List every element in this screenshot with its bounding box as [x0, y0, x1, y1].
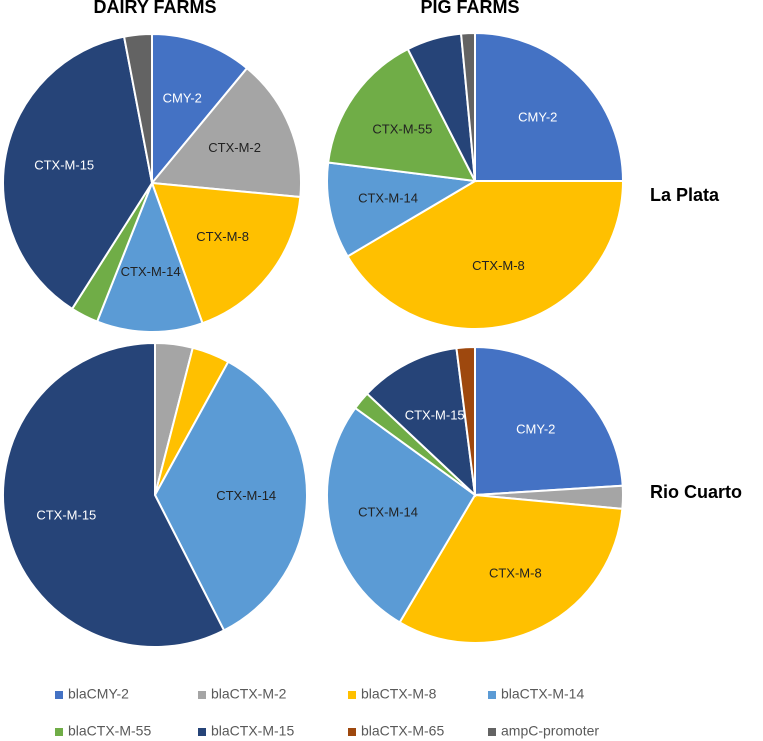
- slice-label: CTX-M-15: [34, 158, 94, 173]
- slice-label: CMY-2: [516, 422, 555, 437]
- row-title: Rio Cuarto: [650, 482, 742, 502]
- pie-slice: [346, 180, 625, 330]
- slice-label: CTX-M-8: [472, 258, 525, 273]
- pie: CMY-2 CTX-M-8 CTX-M-14 CTX-M-55: [326, 31, 625, 330]
- slice-label: CTX-M-2: [208, 140, 261, 155]
- pie-slice: [326, 406, 477, 624]
- legend-swatch: [198, 728, 206, 736]
- slice-label: CMY-2: [518, 110, 557, 125]
- legend-label: blaCMY-2: [68, 686, 129, 702]
- pie-slice: [327, 47, 477, 183]
- legend-label: blaCTX-M-55: [68, 723, 151, 739]
- row-title: La Plata: [650, 185, 720, 205]
- pie-slice: [398, 493, 624, 644]
- slice-label: CTX-M-14: [358, 190, 418, 205]
- slice-label: CTX-M-8: [489, 566, 542, 581]
- pie: CTX-M-14 CTX-M-15: [2, 341, 308, 648]
- legend-swatch: [55, 691, 63, 699]
- slice-label: CTX-M-8: [196, 229, 249, 244]
- pie-slice: [122, 32, 153, 184]
- slice-label: CTX-M-14: [121, 264, 181, 279]
- pie-slice: [455, 345, 476, 496]
- pie-slice: [2, 341, 226, 648]
- legend-label: blaCTX-M-15: [211, 723, 294, 739]
- pie-slice: [151, 32, 249, 186]
- slice-label: CTX-M-15: [405, 407, 465, 422]
- legend-swatch: [348, 691, 356, 699]
- legend-swatch: [198, 691, 206, 699]
- pie: CMY-2 CTX-M-2 CTX-M-8 CTX-M-14 CTX-M-15: [2, 32, 302, 333]
- legend-swatch: [55, 728, 63, 736]
- slice-label: CTX-M-14: [216, 488, 276, 503]
- legend-label: blaCTX-M-14: [501, 686, 584, 702]
- column-title: PIG FARMS: [420, 0, 519, 17]
- slice-label: CTX-M-14: [358, 504, 418, 519]
- legend-label: blaCTX-M-2: [211, 686, 287, 702]
- pie: CMY-2 CTX-M-8 CTX-M-14 CTX-M-15: [326, 345, 624, 644]
- pie-slice: [2, 35, 154, 311]
- legend-label: ampC-promoter: [501, 723, 599, 739]
- pie-slice: [150, 181, 302, 325]
- pie-slice: [459, 31, 476, 182]
- slice-label: CMY-2: [163, 90, 202, 105]
- legend-swatch: [488, 691, 496, 699]
- pie-slice: [365, 347, 477, 498]
- pie-slice: [474, 345, 624, 497]
- column-title: DAIRY FARMS: [93, 0, 216, 17]
- pie-slice: [153, 360, 308, 632]
- slice-label: CTX-M-15: [36, 508, 96, 523]
- legend-swatch: [348, 728, 356, 736]
- pie-slice: [326, 161, 479, 258]
- legend-label: blaCTX-M-8: [361, 686, 437, 702]
- pie-slice: [95, 180, 204, 333]
- legend-label: blaCTX-M-65: [361, 723, 444, 739]
- pie-slice: [474, 31, 625, 182]
- legend-swatch: [488, 728, 496, 736]
- slice-label: CTX-M-55: [372, 121, 432, 136]
- pie-slice: [150, 66, 302, 199]
